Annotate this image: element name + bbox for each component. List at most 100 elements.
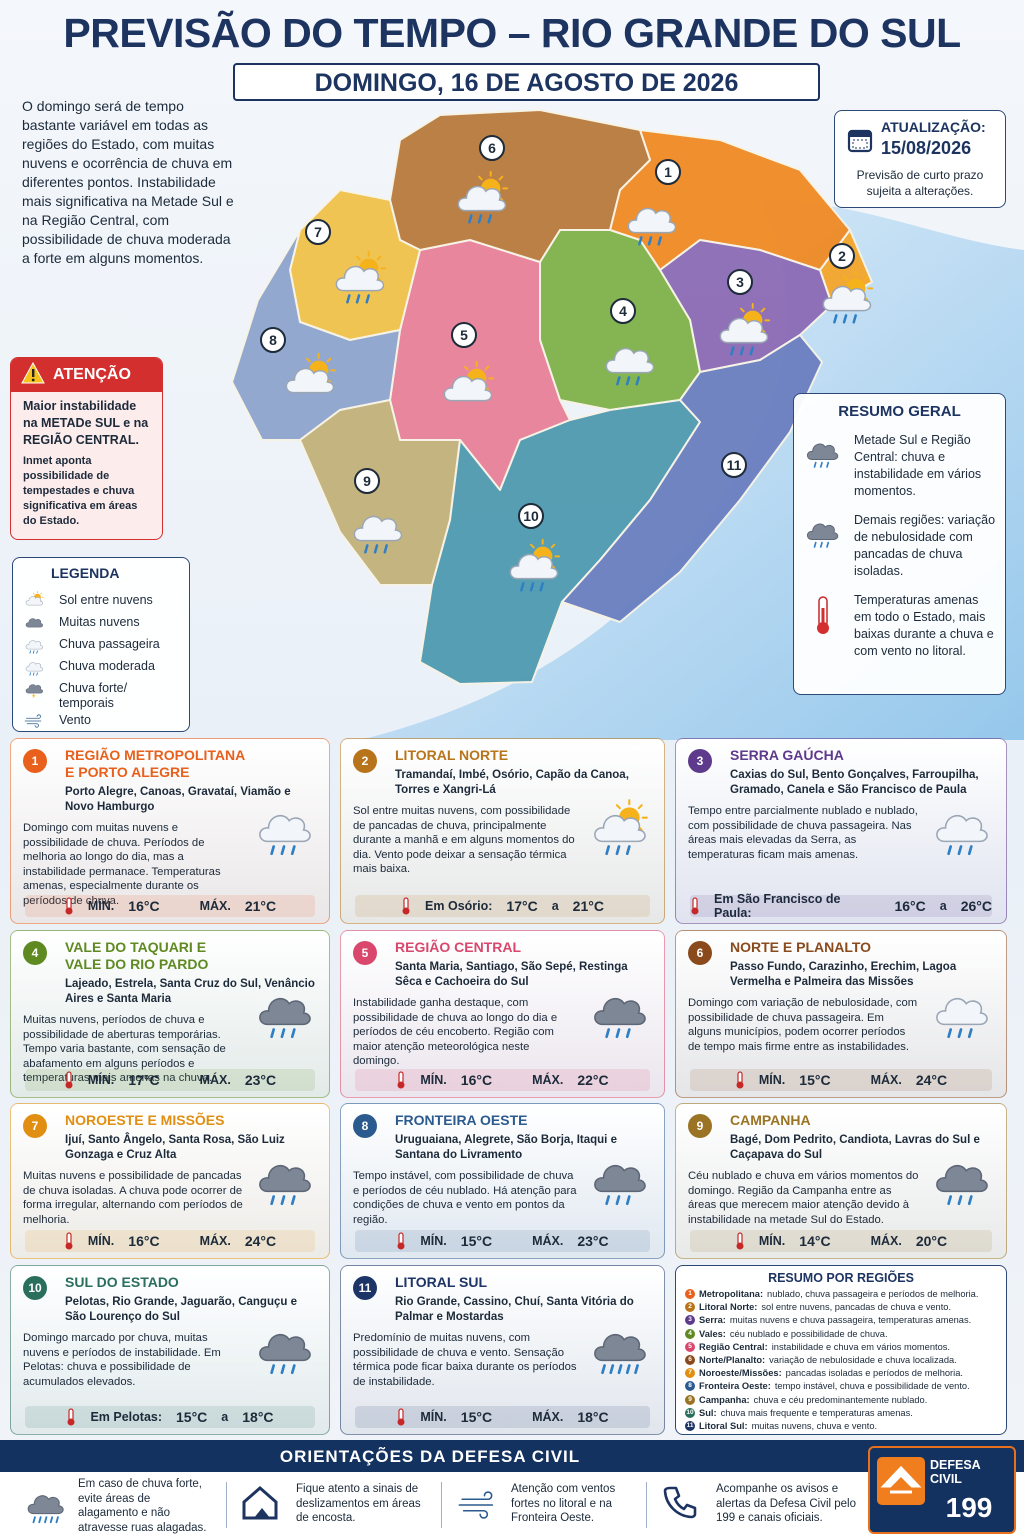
- weather-icon: [23, 634, 45, 661]
- weather-icon: [23, 590, 45, 617]
- weather-icon: [802, 432, 842, 477]
- region-card: 9 CAMPANHA Bagé, Dom Pedrito, Candiota, La…: [675, 1103, 1007, 1259]
- temp-text: 17°C: [506, 898, 538, 914]
- card-number: 9: [688, 1114, 712, 1138]
- card-cities: Bagé, Dom Pedrito, Candiota, Lavras do S…: [730, 1134, 980, 1161]
- rain-drop: [346, 294, 351, 304]
- footer-title: ORIENTAÇÕES DA DEFESA CIVIL: [279, 1447, 581, 1466]
- region-card: 7 NOROESTE E MISSÕES Ijuí, Santo Ângelo, S…: [10, 1103, 330, 1259]
- rain-drop: [601, 1364, 606, 1375]
- weather-icon-svg: [936, 814, 988, 856]
- temp-bar: MÍN. 16°C MÁX. 21°C: [25, 895, 315, 917]
- weather-icon: [586, 1146, 652, 1217]
- rain-drop: [826, 461, 830, 468]
- card-title: NOROESTE E MISSÕES: [65, 1112, 225, 1128]
- rain-drop: [365, 294, 370, 304]
- card-cities: Tramandaí, Imbé, Osório, Capão da Canoa,…: [395, 769, 629, 796]
- card-title: NORTE E PLANALTO: [730, 939, 872, 955]
- thermo-bulb: [67, 1418, 75, 1426]
- rain-drop: [36, 650, 38, 654]
- rain-drop: [290, 1028, 296, 1039]
- region-marker: [479, 135, 505, 161]
- rain-drop: [813, 541, 817, 548]
- cloud: [457, 185, 507, 212]
- regions-summary-row: 5 Região Central: instabilidade e chuva em…: [685, 1341, 1001, 1353]
- card-cities: Porto Alegre, Canoas, Gravataí, Viamão e…: [65, 786, 291, 813]
- weather-icon-svg: [458, 1491, 494, 1519]
- weather-icon-svg: [806, 443, 839, 468]
- temp-text: 21°C: [572, 898, 604, 914]
- summary-item: Demais regiões: variação de nebulosidade…: [854, 513, 996, 578]
- thermometer: [402, 897, 410, 915]
- weather-icon-svg: [353, 515, 403, 554]
- rain-drop: [749, 346, 754, 356]
- regions-summary-name: Norte/Planalto:: [699, 1355, 766, 1365]
- temp-text: 21°C: [244, 898, 277, 914]
- temp-text: MÁX.: [532, 1410, 564, 1424]
- rain-drop: [833, 314, 838, 324]
- rain-drop: [605, 1028, 611, 1039]
- thermometer: [65, 897, 73, 915]
- map-icon: [335, 250, 387, 304]
- rain-drop: [615, 1028, 621, 1039]
- temp-text: 15°C: [460, 1409, 493, 1425]
- footer-divider: [441, 1482, 442, 1528]
- sun-ray: [464, 365, 469, 371]
- temp-text: 23°C: [577, 1233, 609, 1249]
- cloud: [25, 640, 43, 650]
- cloud: [594, 1164, 646, 1193]
- rain-drop: [38, 1516, 42, 1524]
- rain-drop: [605, 1195, 611, 1206]
- regions-summary-text: muitas nuvens, chuva e vento.: [751, 1421, 878, 1431]
- legend-item: Muitas nuvens: [59, 615, 140, 629]
- rain-drop: [373, 544, 379, 554]
- sun-ray: [478, 175, 483, 181]
- card-text: Sol entre muitas nuvens, com possibilida…: [353, 805, 575, 875]
- card-cities: Ijuí, Santo Ângelo, Santa Rosa, São Luiz…: [65, 1134, 285, 1161]
- rain-drop: [468, 214, 473, 224]
- cloud: [259, 814, 311, 843]
- card-cities: Santa Maria, Santiago, São Sepé, Resting…: [395, 961, 628, 988]
- card-text: Céu nublado e chuva em vários momentos d…: [688, 1170, 919, 1226]
- rain-drop: [355, 294, 361, 304]
- temp-text: 22°C: [577, 1072, 609, 1088]
- thermo-bulb: [397, 1081, 405, 1089]
- temp-bar: MÍN. 15°C MÁX. 23°C: [355, 1230, 650, 1252]
- card-head: LITORAL NORTE Tramandaí, Imbé, Osório, Ca…: [395, 747, 650, 798]
- update-date: 15/08/2026: [881, 138, 972, 158]
- rain-drop: [477, 214, 483, 224]
- temp-text: 23°C: [244, 1072, 277, 1088]
- regions-summary-number: 3: [685, 1315, 695, 1326]
- cloud: [806, 523, 839, 540]
- weather-icon: [23, 678, 45, 705]
- attention-detail: Inmet aponta possibilidade de tempestade…: [23, 455, 138, 527]
- sun-ray: [306, 357, 311, 363]
- regions-summary-row: 11 Litoral Sul: muitas nuvens, chuva e ven…: [685, 1420, 1001, 1432]
- card-title: LITORAL NORTE: [395, 747, 509, 763]
- rain-drop: [615, 845, 621, 856]
- temp-text: 17°C: [128, 1072, 160, 1088]
- card-number: 1: [23, 749, 47, 773]
- regions-summary-row: 4 Vales: céu nublado e possibilidade de ch…: [685, 1328, 1001, 1340]
- region-card: 8 FRONTEIRA OESTE Uruguaiana, Alegrete, Sã…: [340, 1103, 665, 1259]
- regions-summary-name: Vales:: [699, 1328, 726, 1339]
- legend-item: Chuva passageira: [59, 637, 160, 651]
- warning-icon: [21, 361, 45, 389]
- regions-summary-text: sol entre nuvens, pancadas de chuva e ve…: [761, 1302, 952, 1313]
- rain-drop: [625, 845, 631, 856]
- temp-text: 18°C: [242, 1409, 274, 1425]
- temp-text: 16°C: [894, 898, 926, 914]
- rain-drop: [617, 1364, 623, 1375]
- weather-icon: [928, 979, 994, 1050]
- thermometer-icon: [64, 1232, 74, 1250]
- region-card: 5 REGIÃO CENTRAL Santa Maria, Santiago, Sã…: [340, 930, 665, 1098]
- card-text: Tempo instável, com possibilidade de chu…: [353, 1170, 577, 1226]
- brand-phone: 199: [945, 1492, 993, 1523]
- thermo-bulb: [397, 1418, 405, 1426]
- regions-summary-text: variação de nebulosidade e chuva localiz…: [769, 1355, 957, 1365]
- temp-bar: MÍN. 16°C MÁX. 22°C: [355, 1069, 650, 1091]
- thermometer-icon: [396, 1232, 406, 1250]
- thermometer: [397, 1232, 405, 1250]
- thermometer-icon: [396, 1071, 406, 1089]
- regions-summary-box: RESUMO POR REGIÕES 1 Metropolitana: nublado…: [675, 1265, 1007, 1435]
